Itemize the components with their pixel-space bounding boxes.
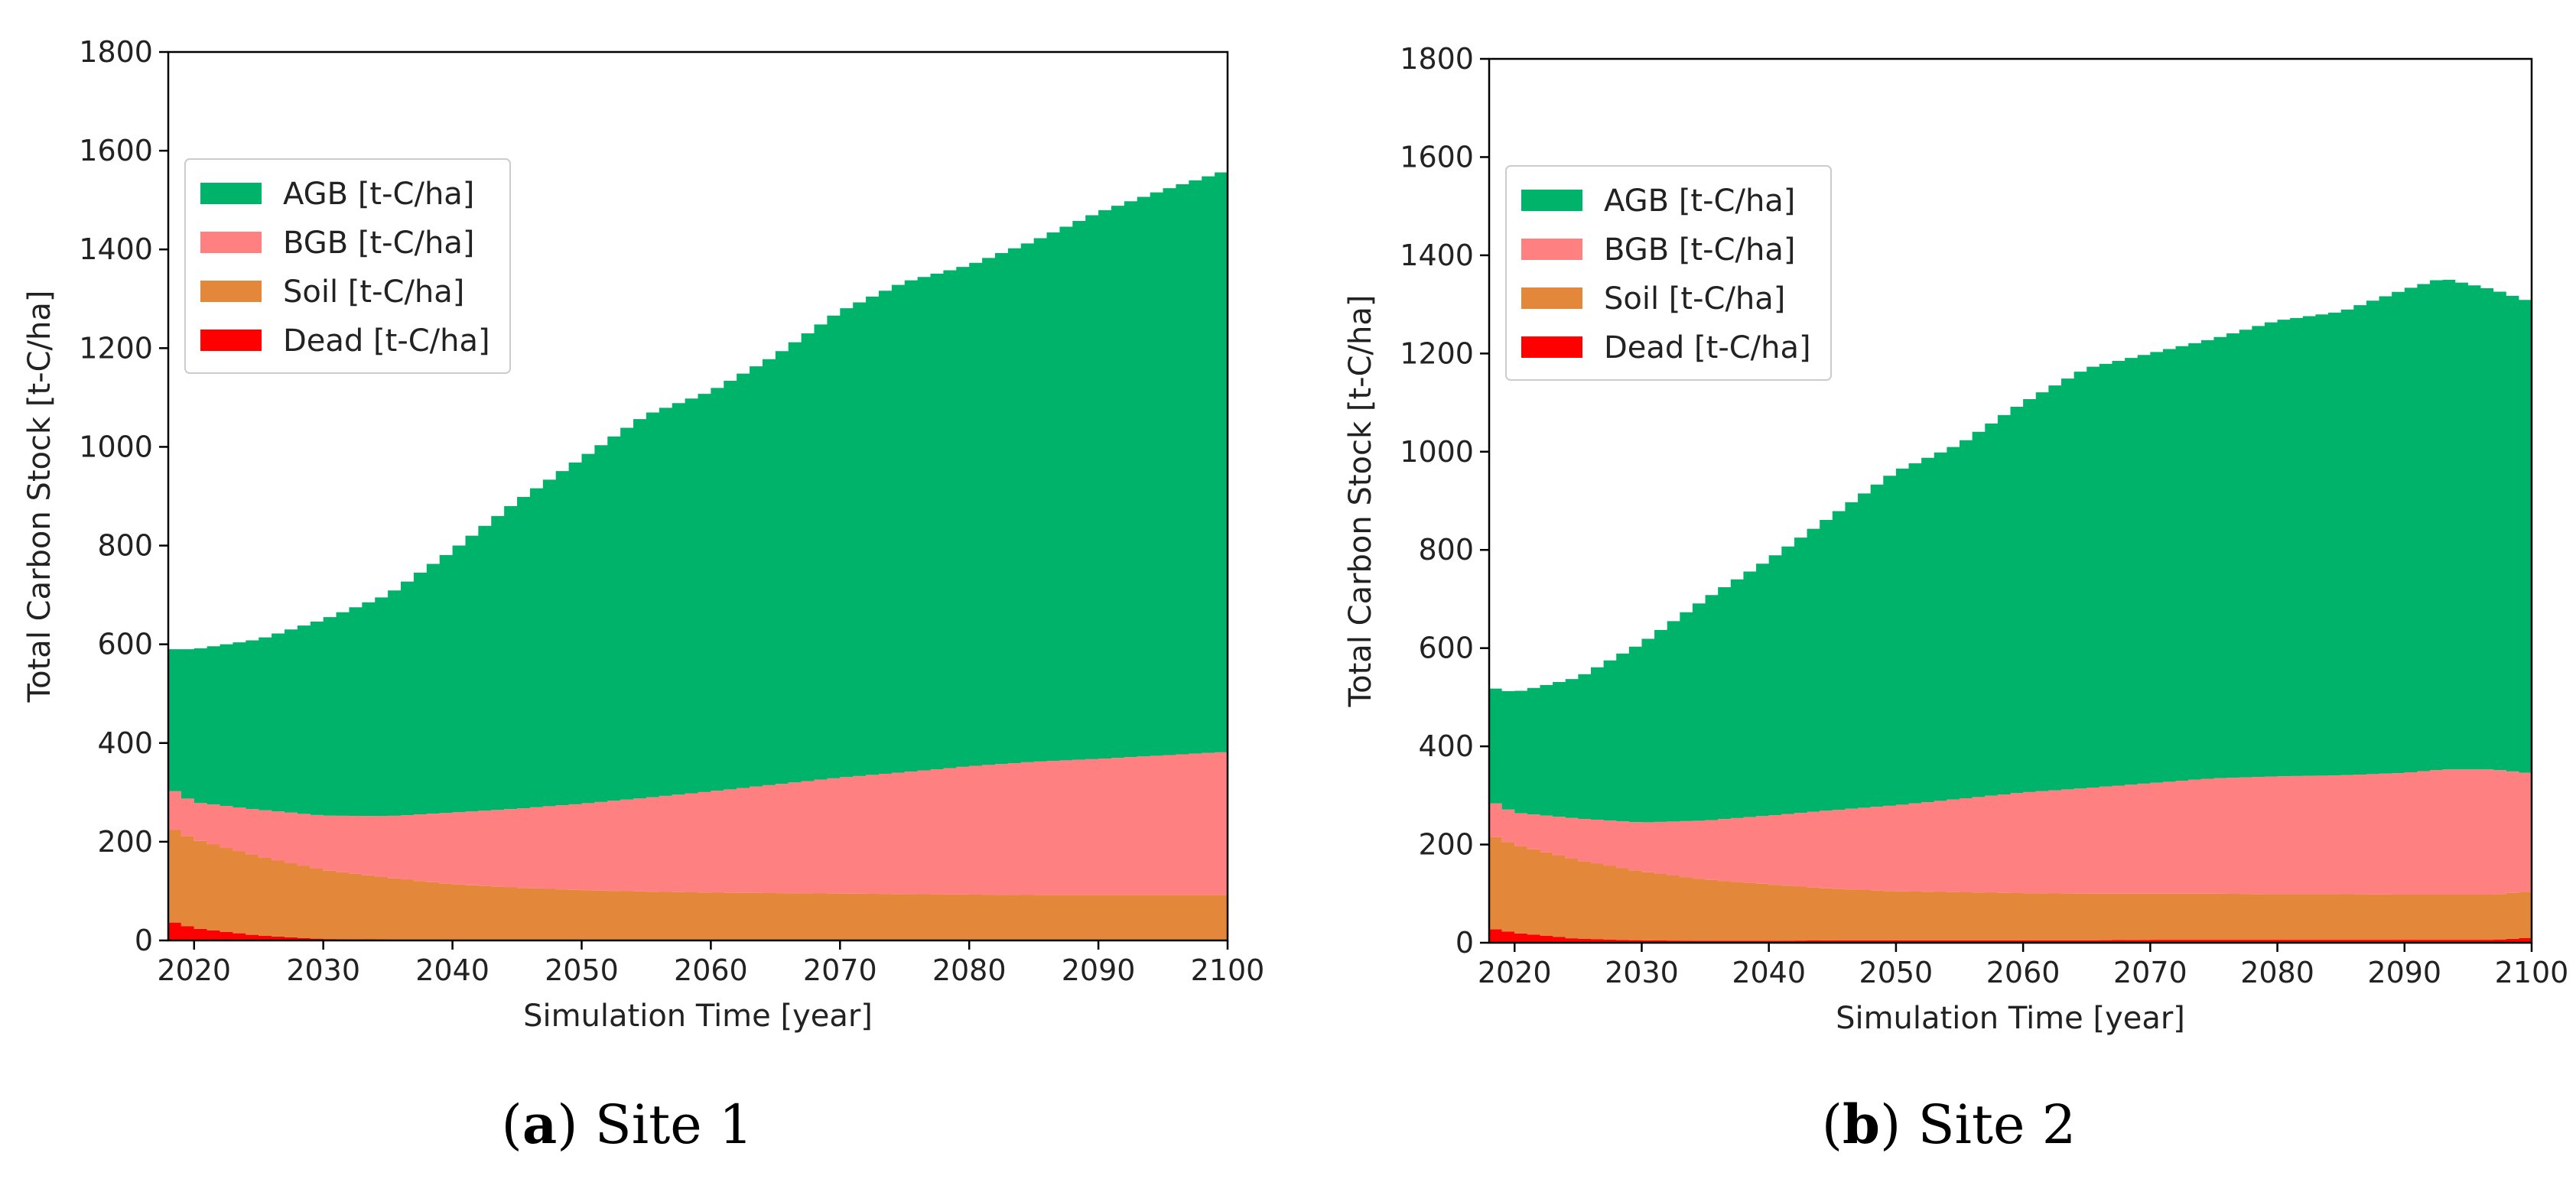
y-tick-label: 1800 xyxy=(1400,42,1474,76)
legend-label-agb: AGB [t-C/ha] xyxy=(283,177,474,212)
y-axis: 0 200 400 600 800 1000 1200 1400 1600 1800 xyxy=(1400,42,1489,960)
x-axis-label: Simulation Time [year] xyxy=(1836,1001,2185,1036)
legend-box xyxy=(1505,165,1832,381)
area-dead xyxy=(1489,929,2532,943)
y-tick-label: 1000 xyxy=(1400,435,1474,469)
legend-swatch-agb xyxy=(200,183,262,204)
plot-frame xyxy=(1488,57,2533,944)
y-tick-label: 1200 xyxy=(1400,336,1474,370)
panel-caption: (a) Site 1 xyxy=(502,1093,753,1156)
legend: AGB [t-C/ha] BGB [t-C/ha] Soil [t-C/ha] … xyxy=(1505,165,1832,381)
caption-text: Site 1 xyxy=(578,1093,753,1156)
y-tick-label: 200 xyxy=(97,825,153,859)
x-tick-label: 2090 xyxy=(1062,953,1136,987)
area-soil xyxy=(168,830,1228,940)
caption-open: ( xyxy=(1822,1093,1843,1156)
caption-open: ( xyxy=(502,1093,522,1156)
legend-swatch-soil xyxy=(1521,287,1582,309)
x-tick-label: 2020 xyxy=(157,953,231,987)
x-tick-label: 2080 xyxy=(2240,956,2314,989)
x-tick-label: 2100 xyxy=(1191,953,1265,987)
y-tick-label: 1400 xyxy=(1400,239,1474,272)
y-tick-label: 400 xyxy=(1418,729,1474,763)
legend-swatch-dead xyxy=(200,330,262,351)
y-tick-label: 0 xyxy=(1456,926,1474,960)
x-tick-label: 2020 xyxy=(1478,956,1552,989)
legend-swatch-bgb xyxy=(200,232,262,253)
y-tick-label: 1400 xyxy=(79,232,153,266)
x-tick-label: 2040 xyxy=(415,953,490,987)
legend-label-dead: Dead [t-C/ha] xyxy=(1604,330,1811,365)
legend-swatch-bgb xyxy=(1521,239,1582,260)
legend-swatch-soil xyxy=(200,281,262,302)
x-tick-label: 2030 xyxy=(1605,956,1679,989)
x-tick-label: 2070 xyxy=(803,953,877,987)
area-agb xyxy=(168,172,1228,817)
caption-close: ) xyxy=(557,1093,577,1156)
y-tick-label: 400 xyxy=(97,726,153,760)
area-dead xyxy=(168,922,1228,940)
y-tick-label: 800 xyxy=(97,529,153,563)
y-tick-label: 600 xyxy=(1418,632,1474,665)
caption-text: Site 2 xyxy=(1901,1093,2076,1156)
legend-swatch-agb xyxy=(1521,190,1582,211)
legend-label-soil: Soil [t-C/ha] xyxy=(283,274,464,310)
y-axis-label: Total Carbon Stock [t-C/ha] xyxy=(1343,295,1378,708)
x-tick-label: 2090 xyxy=(2367,956,2441,989)
stacked-areas xyxy=(168,172,1228,940)
legend-label-agb: AGB [t-C/ha] xyxy=(1604,184,1795,219)
y-axis: 0 200 400 600 800 1000 1200 1400 1600 1800 xyxy=(79,35,168,957)
legend-label-soil: Soil [t-C/ha] xyxy=(1604,281,1785,317)
x-tick-label: 2060 xyxy=(674,953,748,987)
caption-letter: b xyxy=(1843,1093,1880,1156)
stacked-areas xyxy=(1489,279,2532,943)
x-tick-label: 2070 xyxy=(2113,956,2187,989)
x-tick-label: 2050 xyxy=(1859,956,1934,989)
y-tick-label: 800 xyxy=(1418,533,1474,567)
x-axis: 2020 2030 2040 2050 2060 2070 2080 2090 2100 xyxy=(1478,943,2568,989)
area-bgb xyxy=(1489,769,2532,895)
x-axis-label: Simulation Time [year] xyxy=(523,999,873,1034)
panel-caption: (b) Site 2 xyxy=(1822,1093,2077,1156)
legend-label-bgb: BGB [t-C/ha] xyxy=(283,226,475,261)
legend: AGB [t-C/ha] BGB [t-C/ha] Soil [t-C/ha] … xyxy=(184,158,511,374)
x-tick-label: 2100 xyxy=(2495,956,2569,989)
caption-close: ) xyxy=(1880,1093,1901,1156)
y-tick-label: 1200 xyxy=(79,331,153,365)
area-bgb xyxy=(168,752,1228,895)
legend-box xyxy=(184,158,511,374)
x-tick-label: 2080 xyxy=(932,953,1007,987)
y-tick-label: 1600 xyxy=(1400,140,1474,174)
y-tick-label: 200 xyxy=(1418,828,1474,862)
x-tick-label: 2060 xyxy=(1986,956,2060,989)
plot-frame xyxy=(167,50,1229,942)
area-soil xyxy=(1489,836,2532,941)
y-tick-label: 600 xyxy=(97,628,153,661)
x-tick-label: 2050 xyxy=(545,953,619,987)
caption-letter: a xyxy=(522,1093,557,1156)
legend-label-bgb: BGB [t-C/ha] xyxy=(1604,232,1796,268)
x-axis: 2020 2030 2040 2050 2060 2070 2080 2090 2100 xyxy=(157,940,1264,987)
legend-swatch-dead xyxy=(1521,336,1582,358)
x-tick-label: 2030 xyxy=(286,953,360,987)
y-tick-label: 1000 xyxy=(79,430,153,463)
x-tick-label: 2040 xyxy=(1732,956,1806,989)
y-tick-label: 0 xyxy=(135,924,153,957)
y-axis-label: Total Carbon Stock [t-C/ha] xyxy=(22,291,57,703)
y-tick-label: 1600 xyxy=(79,134,153,167)
area-agb xyxy=(1489,279,2532,823)
legend-label-dead: Dead [t-C/ha] xyxy=(283,323,490,359)
y-tick-label: 1800 xyxy=(79,35,153,69)
